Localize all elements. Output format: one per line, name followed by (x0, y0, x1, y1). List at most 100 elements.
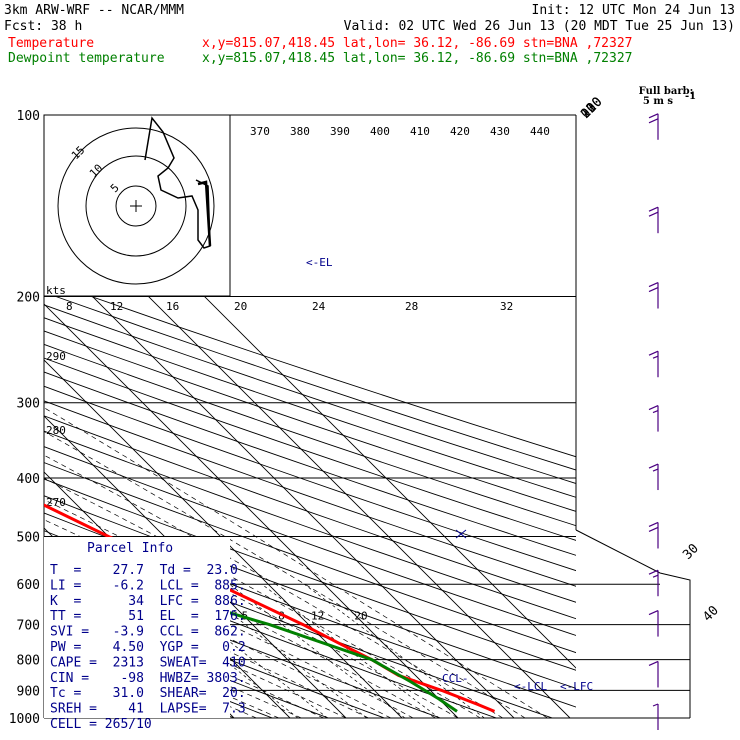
temperature-profile (44, 503, 496, 713)
wind-barb-flag (648, 211, 659, 217)
sounding-profiles (44, 503, 496, 713)
lfc-annotation: <-LFC (560, 680, 593, 693)
wind-barb-flag (648, 206, 659, 212)
pressure-axis-labels: 100 200 300 400 500 600 700 800 900 1000 (9, 109, 40, 727)
full-barb-label: Full barb: (639, 86, 694, 97)
temperature-location: x,y=815.07,418.45 lat,lon= 36.12, -86.69… (202, 36, 632, 51)
theta-label-390: 390 (330, 125, 350, 138)
dry-adiabat-480 (44, 279, 576, 458)
pressure-label-900: 900 (17, 684, 40, 699)
ccl-annotation: CCL- (442, 672, 469, 685)
isotherm-20 (44, 303, 459, 718)
pressure-label-100: 100 (17, 109, 40, 124)
dry-adiabat-340 (44, 478, 576, 671)
theta-label-420: 420 (450, 125, 470, 138)
dry-adiabat-370 (44, 430, 576, 620)
dry-adiabat-450 (44, 317, 576, 498)
hodograph-axis-label-16: 16 (166, 300, 179, 313)
wind-barb-flag (648, 281, 659, 288)
hodograph-ring-15 (57, 127, 215, 285)
parcel-info-row: Tc = 31.0 SHEAR= 20. (50, 686, 246, 701)
full-barb-exponent: -1 (685, 91, 696, 102)
init-time: Init: 12 UTC Mon 24 Jun 13 (532, 3, 736, 18)
wind-barb-half-flag (652, 468, 659, 472)
isotherm-30 (44, 247, 515, 718)
pressure-label-200: 200 (17, 291, 40, 306)
parcel-info-row: PW = 4.50 YGP = 0.2 (50, 640, 246, 655)
pressure-label-400: 400 (17, 472, 40, 487)
el-annotation: <-EL (306, 256, 333, 269)
dry-adiabat-350 (44, 462, 576, 654)
wind-barb-flag (648, 350, 659, 356)
model-title: 3km ARW-WRF -- NCAR/MMM (4, 3, 184, 18)
parcel-marker (455, 529, 467, 539)
hodograph-trace (144, 116, 211, 249)
wind-barb-flag (648, 286, 659, 293)
theta-label-370: 370 (250, 125, 270, 138)
potential-temperature-labels: 370 380 390 400 410 420 430 440 290 280 270 (46, 125, 550, 509)
wind-barb-flag (648, 463, 659, 469)
hodograph-axis-label-32: 32 (500, 300, 513, 313)
dewpoint-profile (44, 566, 458, 713)
right-boundary (575, 529, 691, 718)
pressure-label-300: 300 (17, 397, 40, 412)
hodograph-axis-label-28: 28 (405, 300, 418, 313)
hodograph-axis-label-8: 8 (66, 300, 73, 313)
wind-barb-flag (648, 521, 659, 528)
theta-label-400: 400 (370, 125, 390, 138)
parcel-info-row: CAPE = 2313 SWEAT= 410 (50, 655, 246, 670)
theta-left-label-270: 270 (46, 496, 66, 509)
wind-barb-flag (648, 660, 659, 666)
isotherm-label-right-30: 30 (680, 541, 702, 563)
moist-adiabat--4 (44, 594, 324, 718)
parcel-info-row: LI = -6.2 LCL = 885. (50, 578, 246, 593)
dry-adiabat-280 (44, 586, 385, 718)
dewpoint-legend: Dewpoint temperature (8, 51, 165, 66)
hodograph-inset: 5 10 15 (43, 114, 231, 297)
dry-adiabat-290 (44, 567, 441, 718)
theta-left-label-280: 280 (46, 424, 66, 437)
parcel-info-row: CELL = 265/10 (50, 717, 152, 732)
wind-barb-flag (648, 118, 659, 124)
wind-barb-flag (648, 569, 659, 575)
parcel-info-background (44, 537, 230, 718)
parcel-info-row: T = 27.7 Td = 23.0 (50, 563, 238, 578)
wind-barb-half-flag (652, 355, 659, 359)
dry-adiabat-360 (44, 446, 576, 636)
hodograph-axis-label-24: 24 (312, 300, 326, 313)
hodograph-ring-5 (115, 185, 157, 227)
pressure-label-700: 700 (17, 619, 40, 634)
dewpoint-location: x,y=815.07,418.45 lat,lon= 36.12, -86.69… (202, 51, 632, 66)
wind-barb-half-flag (652, 703, 659, 707)
wind-barb-half-flag (652, 574, 659, 578)
dry-adiabat-390 (44, 400, 576, 587)
wind-barb-flag (648, 526, 659, 533)
hodograph-ring-10 (85, 155, 187, 257)
full-barb-unit: 5 m s (643, 96, 674, 107)
mixing-ratio-label-20: 20 (354, 610, 367, 623)
forecast-hour: Fcst: 38 h (4, 19, 82, 34)
lcl-annotation: <-LCL (514, 680, 547, 693)
pressure-label-800: 800 (17, 654, 40, 669)
parcel-info-row: SVI = -3.9 CCL = 862. (50, 625, 246, 640)
wind-barb-flag (648, 405, 659, 411)
dry-adiabat-380 (44, 415, 576, 603)
parcel-info-row: K = 34 LFC = 886. (50, 594, 246, 609)
theta-label-380: 380 (290, 125, 310, 138)
wind-barb-flag (648, 113, 659, 119)
pressure-label-500: 500 (17, 530, 40, 545)
theta-left-label-290: 290 (46, 350, 66, 363)
isotherm-label-right-40: 40 (700, 603, 722, 625)
isotherm-10 (44, 359, 403, 718)
wind-barb-flag (648, 610, 659, 616)
theta-label-430: 430 (490, 125, 510, 138)
parcel-info-row: CIN = -98 HWBZ= 3803. (50, 671, 246, 686)
parcel-info-box: Parcel Info T = 27.7 Td = 23.0LI = -6.2 … (44, 537, 246, 732)
parcel-info-row: SREH = 41 LAPSE= 7.3 (50, 702, 246, 717)
hodograph-unit: kts (46, 284, 66, 297)
parcel-info-title: Parcel Info (87, 541, 173, 556)
hodograph-axis-label-12: 12 (110, 300, 123, 313)
hodograph-axis-label-20: 20 (234, 300, 247, 313)
